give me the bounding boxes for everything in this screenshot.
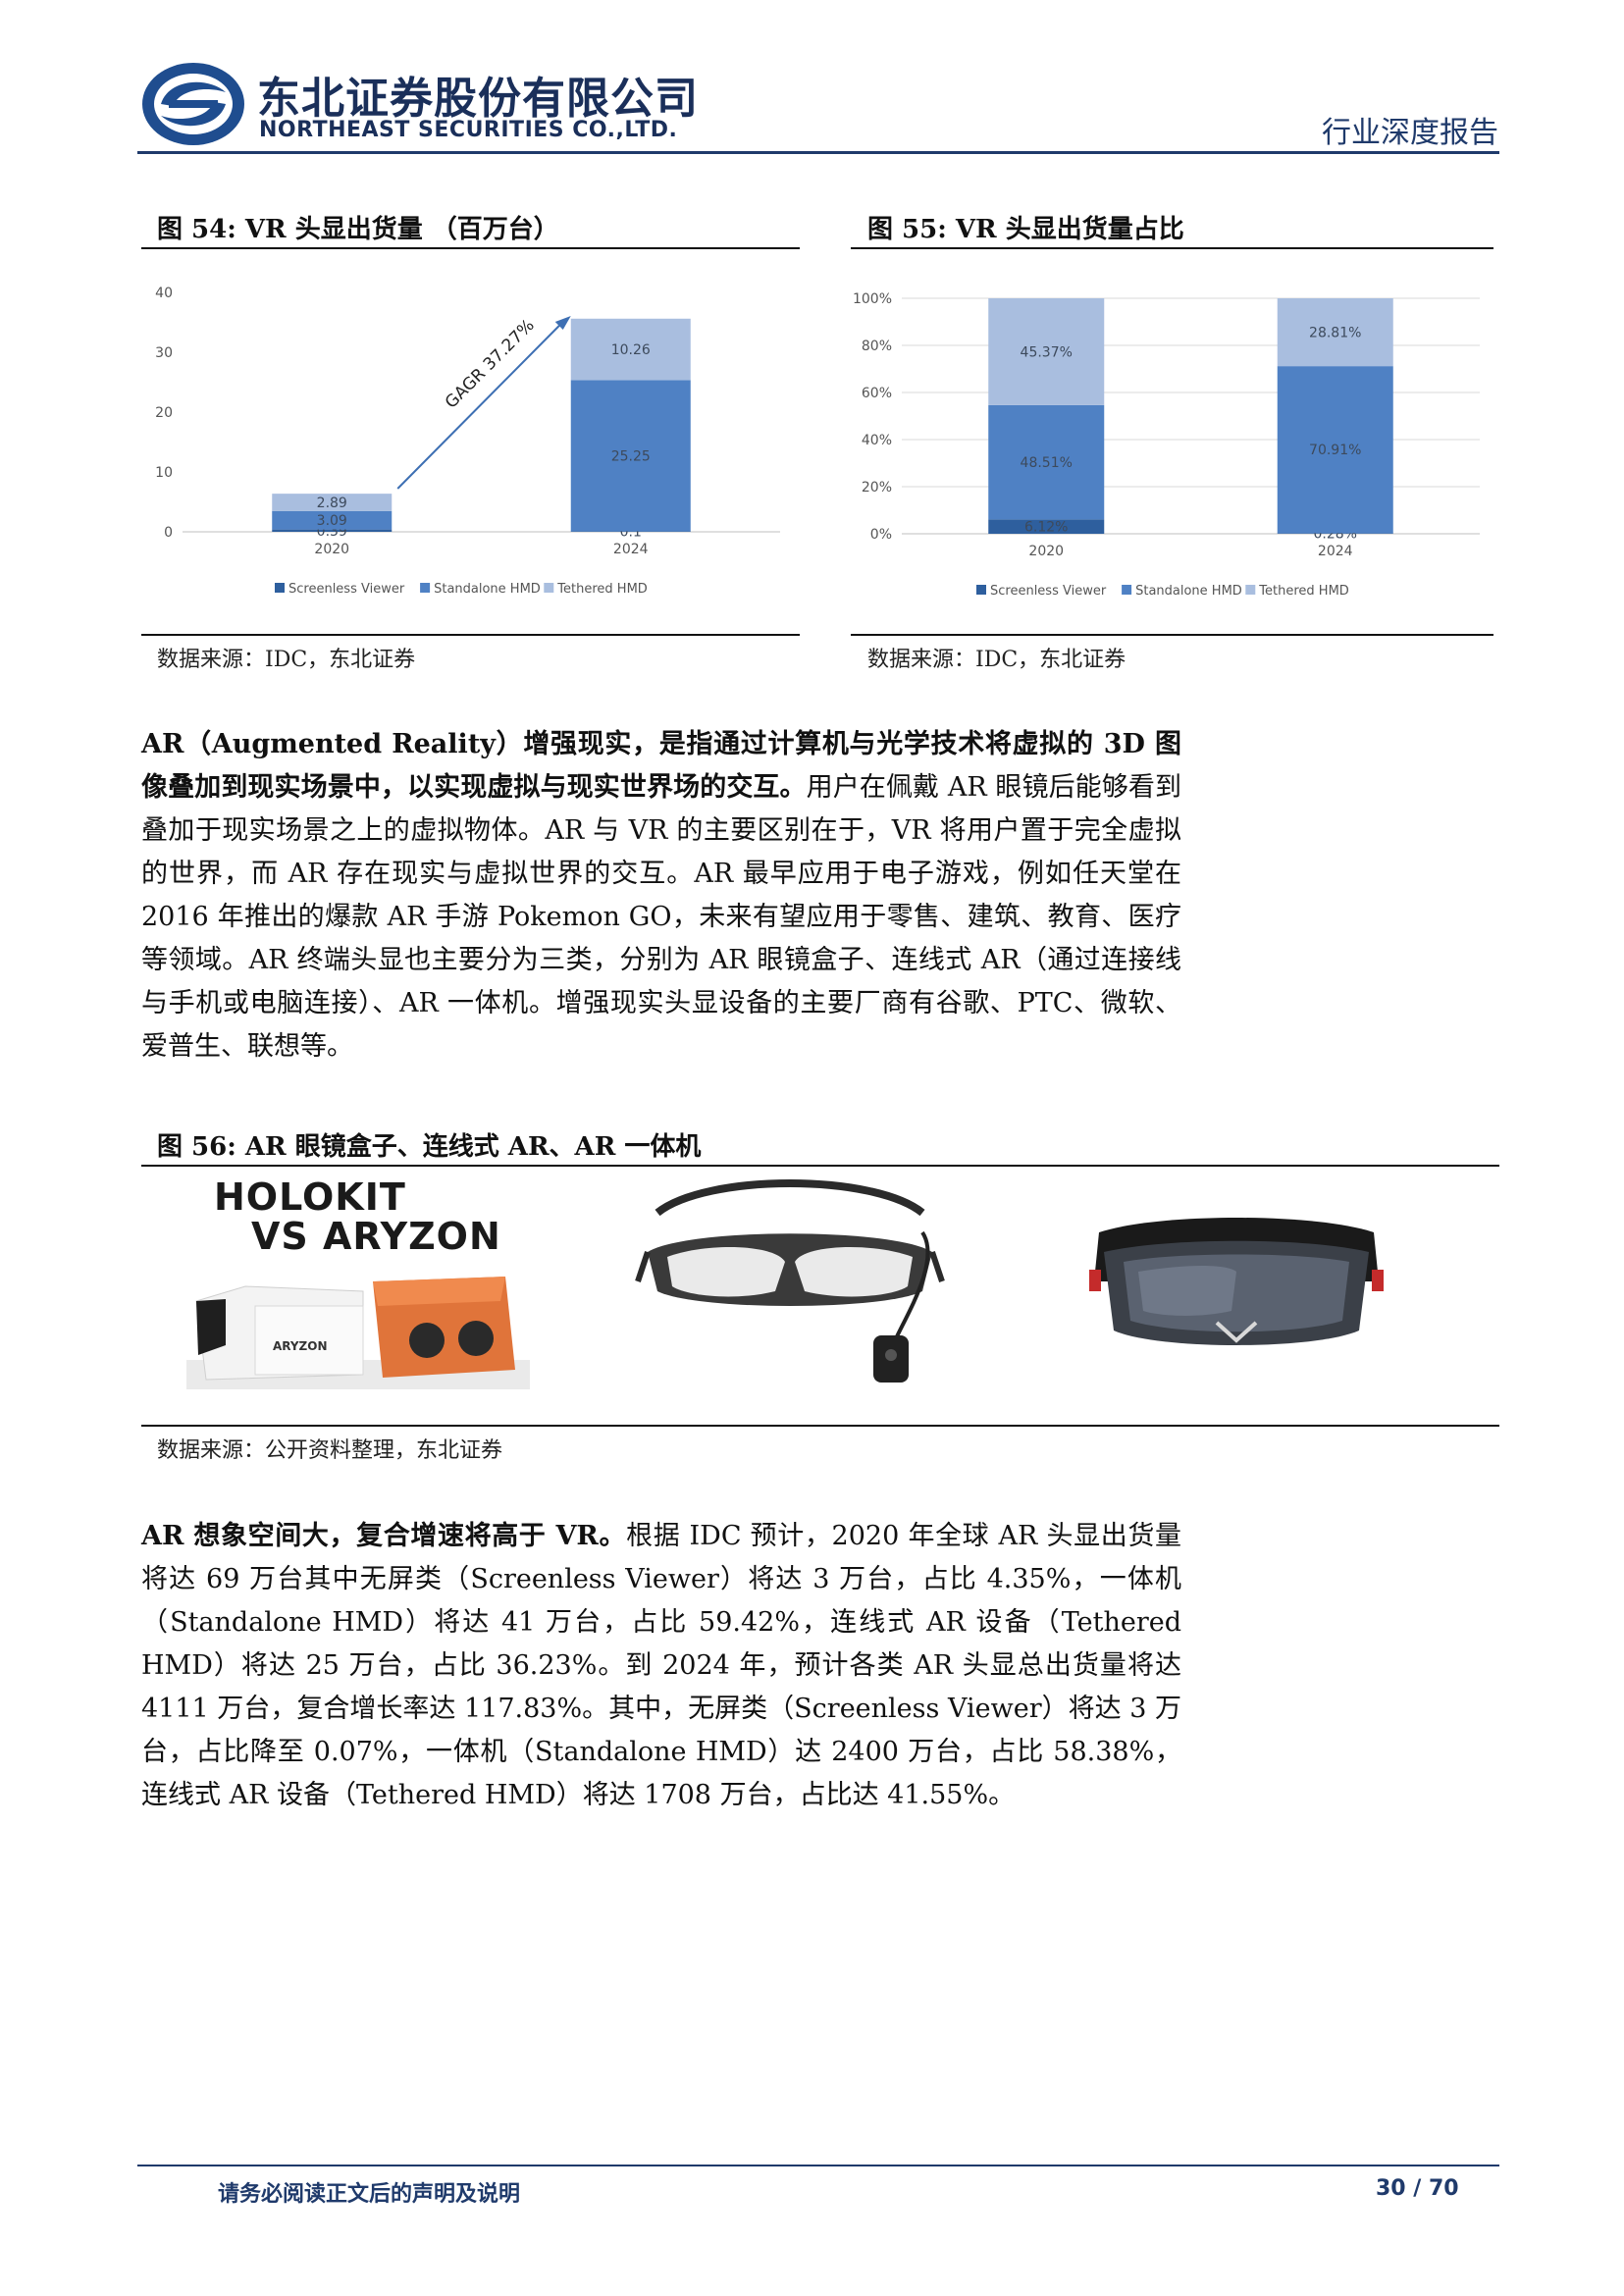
bar-segment (988, 404, 1105, 520)
legend-swatch (1122, 585, 1132, 595)
company-name-en: NORTHEAST SECURITIES CO.,LTD. (259, 118, 678, 142)
cagr-arrow-line (396, 319, 566, 490)
company-logo (139, 61, 247, 147)
bar-segment (570, 380, 691, 532)
data-label: 48.51% (1021, 455, 1073, 471)
footer-disclaimer: 请务必阅读正文后的声明及说明 (218, 2182, 521, 2207)
y-tick-label: 40% (862, 433, 892, 448)
data-label: 3.09 (317, 513, 347, 529)
bar-segment (272, 494, 393, 511)
company-name-cn: 东北证券股份有限公司 (257, 74, 699, 124)
logo-icon (142, 63, 244, 145)
fig55-source: 数据来源：IDC，东北证券 (867, 648, 1126, 672)
page-number: 30 / 70 (1376, 2176, 1459, 2201)
y-tick-label: 10 (155, 465, 173, 481)
tethered-ar-glasses-image (628, 1174, 952, 1389)
legend-swatch (420, 583, 431, 593)
x-tick-label: 2024 (613, 542, 649, 557)
paragraph-ar-intro-lead: AR（Augmented Reality）增强现实，是指通过计算机与光学技术将虚… (141, 729, 1181, 803)
holokit-aryzon-image: HOLOKIT VS ARYZON ARYZON (186, 1174, 530, 1389)
y-tick-label: 60% (862, 386, 892, 401)
data-label: 10.26 (611, 342, 651, 358)
y-tick-label: 0% (870, 527, 892, 543)
fig54-top-rule (141, 247, 800, 249)
fig56-bottom-rule (141, 1425, 1499, 1427)
bar-segment (1277, 298, 1393, 367)
fig55-chart: 0%20%40%60%80%100%6.12%48.51%45.37%20200… (853, 291, 1480, 599)
x-tick-label: 2024 (1318, 544, 1353, 559)
fig54-chart: 0102030400.393.092.8920200.125.2510.2620… (155, 286, 780, 597)
fig55-bottom-rule (851, 634, 1493, 636)
y-tick-label: 20 (155, 405, 173, 421)
legend-swatch (544, 583, 554, 593)
fig55-title: 图 55: VR 头显出货量占比 (867, 215, 1184, 244)
data-label: 70.91% (1309, 443, 1361, 458)
fig56-source: 数据来源：公开资料整理，东北证券 (157, 1438, 503, 1463)
ar-glasses-icon (635, 1179, 945, 1383)
fig54-title: 图 54: VR 头显出货量 （百万台） (157, 215, 559, 244)
bar-segment (1277, 533, 1393, 534)
y-tick-label: 100% (853, 291, 892, 307)
legend-label: Tethered HMD (556, 582, 648, 597)
legend-label: Tethered HMD (1258, 584, 1349, 599)
cagr-annotation: GAGR 37.27% (442, 316, 539, 413)
legend-label: Standalone HMD (434, 582, 541, 597)
bar-segment (272, 510, 393, 530)
holokit-title-line2: VS ARYZON (251, 1215, 501, 1258)
data-label: 2.89 (317, 496, 347, 511)
y-tick-label: 40 (155, 286, 173, 301)
ar-all-in-one-image (1079, 1213, 1393, 1370)
x-tick-label: 2020 (1028, 544, 1064, 559)
legend-label: Screenless Viewer (990, 584, 1107, 599)
cagr-arrow-head (554, 316, 571, 330)
paragraph-ar-forecast-lead: AR 想象空间大，复合增速将高于 VR。 (141, 1521, 627, 1551)
ar-headset-icon (1089, 1218, 1384, 1345)
legend-swatch (1245, 585, 1256, 595)
fig54-bottom-rule (141, 634, 800, 636)
cardboard-viewers-icon: ARYZON (186, 1277, 530, 1389)
fig56-top-rule (141, 1165, 1499, 1167)
fig54-source: 数据来源：IDC，东北证券 (157, 648, 416, 672)
bar-segment (570, 531, 691, 532)
y-tick-label: 30 (155, 345, 173, 361)
fig56-title: 图 56: AR 眼镜盒子、连线式 AR、AR 一体机 (157, 1132, 702, 1162)
paragraph-ar-intro: AR（Augmented Reality）增强现实，是指通过计算机与光学技术将虚… (141, 723, 1181, 1069)
footer-rule (137, 2165, 1499, 2166)
y-tick-label: 80% (862, 339, 892, 354)
x-tick-label: 2020 (314, 542, 349, 557)
data-label: 28.81% (1309, 326, 1361, 341)
y-tick-label: 20% (862, 480, 892, 496)
bar-segment (988, 519, 1105, 534)
legend-swatch (275, 583, 285, 593)
report-type: 行业深度报告 (1322, 116, 1498, 150)
aryzon-box-brand: ARYZON (273, 1339, 328, 1353)
paragraph-ar-intro-body: 用户在佩戴 AR 眼镜后能够看到叠加于现实场景之上的虚拟物体。AR 与 VR 的… (141, 772, 1182, 1062)
data-label: 25.25 (611, 448, 651, 464)
data-label: 45.37% (1021, 344, 1073, 360)
bar-segment (1277, 366, 1393, 534)
legend-label: Standalone HMD (1135, 584, 1242, 599)
legend-swatch (976, 585, 986, 595)
data-label: 6.12% (1024, 520, 1068, 536)
holokit-title-line1: HOLOKIT (214, 1175, 406, 1219)
header-rule (137, 151, 1499, 154)
bar-segment (272, 529, 393, 532)
legend-label: Screenless Viewer (288, 582, 405, 597)
bar-segment (570, 318, 691, 381)
paragraph-ar-forecast: AR 想象空间大，复合增速将高于 VR。根据 IDC 预计，2020 年全球 A… (141, 1515, 1181, 1817)
bar-segment (988, 298, 1105, 405)
paragraph-ar-forecast-body: 根据 IDC 预计，2020 年全球 AR 头显出货量将达 69 万台其中无屏类… (141, 1521, 1181, 1810)
fig55-top-rule (851, 247, 1493, 249)
y-tick-label: 0 (164, 525, 173, 541)
